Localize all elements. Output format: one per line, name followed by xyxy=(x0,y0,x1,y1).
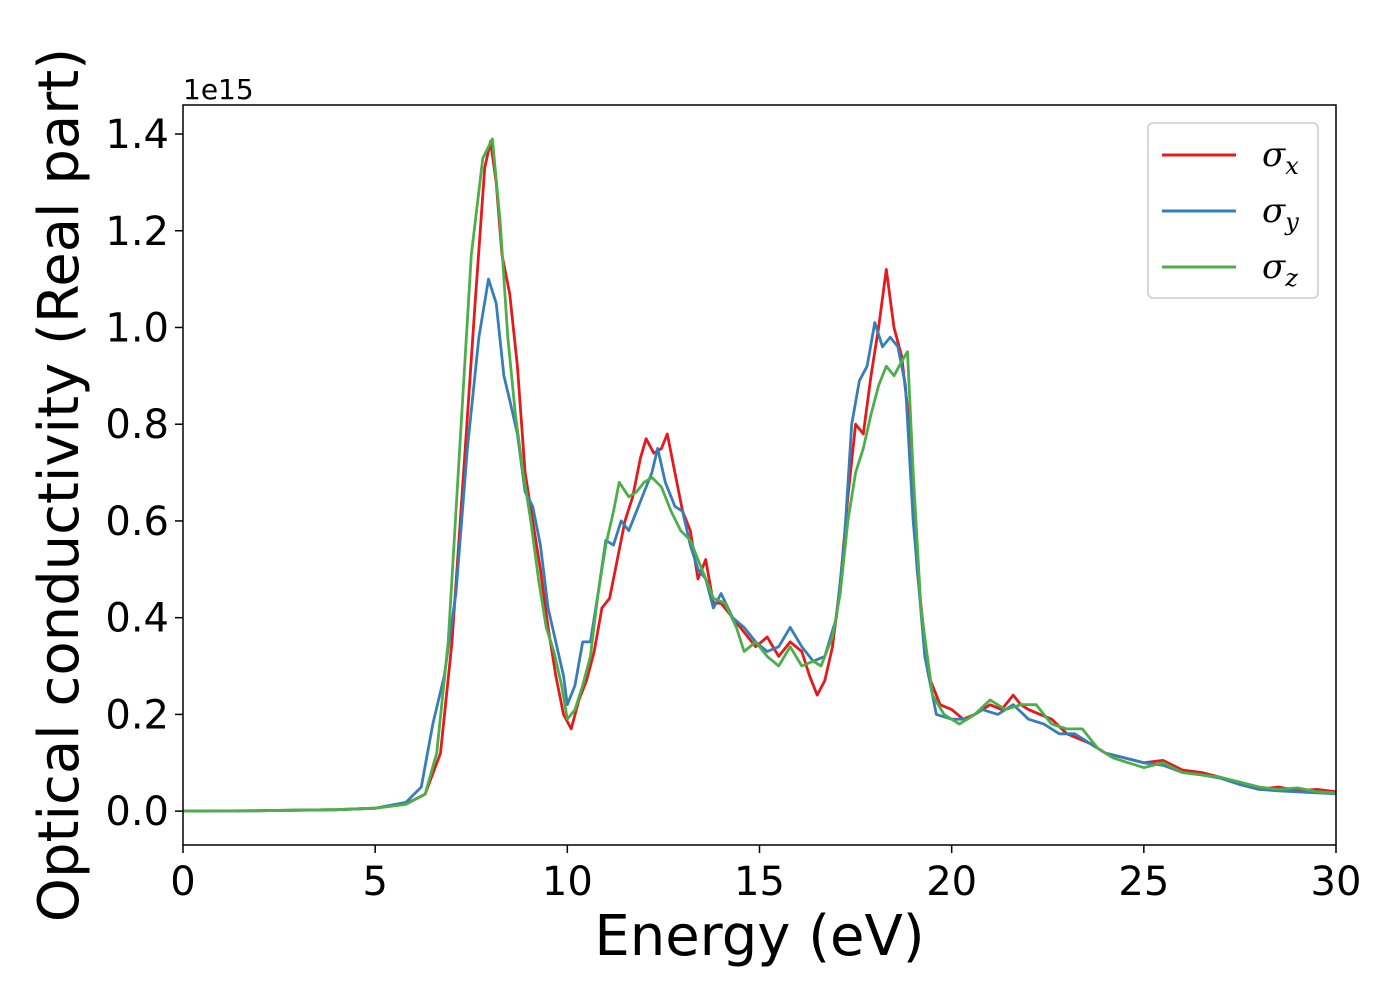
x-tick-label: 25 xyxy=(1118,859,1169,905)
x-tick-label: 5 xyxy=(362,859,387,905)
series-line-y xyxy=(183,277,1336,813)
legend-subscript: z xyxy=(1284,264,1298,292)
y-tick-label: 0.8 xyxy=(105,402,169,448)
series-line-z xyxy=(183,137,1336,813)
x-tick-label: 10 xyxy=(542,859,593,905)
y-tick-label: 0.0 xyxy=(105,789,169,835)
y-axis-title: Optical conductivity (Real part) xyxy=(27,48,92,922)
legend-item-x: σx xyxy=(1162,135,1299,180)
y-tick-label: 1.0 xyxy=(105,305,169,351)
y-tick-label: 0.2 xyxy=(105,692,169,738)
y-tick-label: 1.2 xyxy=(105,209,169,255)
y-tick-label: 0.4 xyxy=(105,596,169,642)
y-offset-label: 1e15 xyxy=(183,73,254,106)
x-tick-label: 15 xyxy=(734,859,785,905)
series-lines xyxy=(183,137,1336,813)
x-tick-label: 20 xyxy=(926,859,977,905)
x-tick-label: 30 xyxy=(1311,859,1362,905)
y-tick-label: 1.4 xyxy=(105,112,169,158)
y-tick-label: 0.6 xyxy=(105,499,169,545)
x-axis: 0 5 10 15 20 25 30 xyxy=(170,845,1361,905)
x-tick-label: 0 xyxy=(170,859,195,905)
legend-subscript: y xyxy=(1284,208,1299,236)
y-axis: 0.0 0.2 0.4 0.6 0.8 1.0 1.2 1.4 xyxy=(105,112,183,835)
series-line-x xyxy=(183,139,1336,813)
x-axis-title: Energy (eV) xyxy=(594,904,924,969)
legend-subscript: x xyxy=(1285,152,1299,180)
